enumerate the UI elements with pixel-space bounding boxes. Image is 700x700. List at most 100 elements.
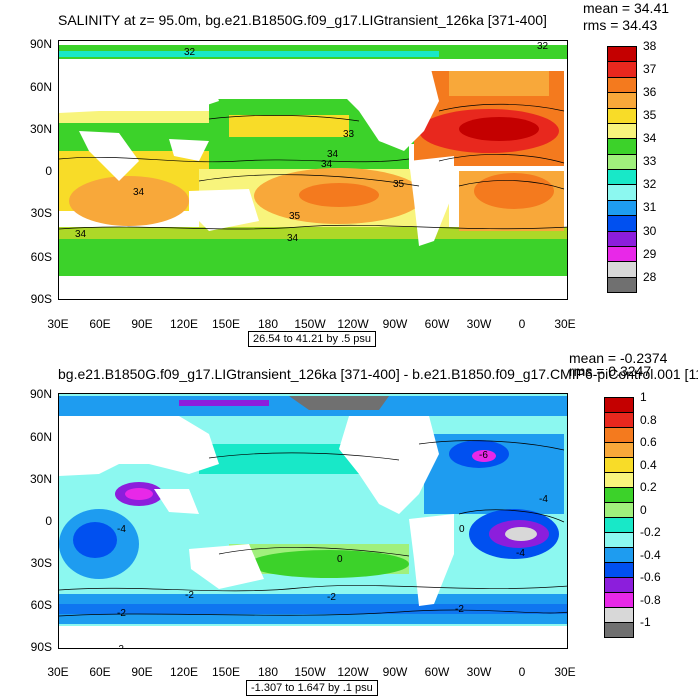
colorbar-label: 32 (643, 177, 657, 192)
lon-label: 150E (211, 665, 241, 679)
salinity-map: 32 32 33 34 34 35 34 34 35 34 (58, 40, 568, 300)
mean-value: mean = -0.2374 (569, 350, 668, 366)
colorbar-label: -0.4 (640, 547, 661, 562)
colorbar-swatch (607, 184, 637, 201)
lat-label: 30S (30, 206, 52, 220)
contour-label: -2 (455, 604, 464, 615)
lon-label: 90E (131, 665, 153, 679)
colorbar-swatch (607, 76, 637, 94)
salinity-field (59, 41, 567, 299)
colorbar-swatch (607, 245, 637, 263)
colorbar-swatch (604, 577, 634, 593)
colorbar-swatch (607, 61, 637, 78)
colorbar-label: 31 (643, 200, 657, 215)
colorbar-swatch (607, 230, 637, 247)
contour-label: 35 (289, 211, 301, 222)
lon-label: 0 (518, 665, 526, 679)
lat-label: 60S (30, 250, 52, 264)
contour-label: -4 (539, 494, 548, 505)
colorbar-swatch (604, 562, 634, 578)
lat-label: 60N (29, 80, 52, 94)
contour-label: 32 (184, 47, 196, 58)
colorbar-swatch (607, 122, 637, 140)
lon-label: 30E (554, 665, 576, 679)
lon-label: 0 (518, 317, 526, 331)
difference-map: -2 0 -2 -4 -2 -6 -4 0 -2 -2 -4 (58, 393, 568, 649)
contour-label: -2 (117, 608, 126, 619)
contour-label: 34 (75, 229, 87, 240)
contour-label: 35 (393, 179, 405, 190)
lat-label: 60S (30, 598, 52, 612)
colorbar-swatch (607, 46, 637, 63)
colorbar-swatch (604, 622, 634, 638)
panel-title: bg.e21.B1850G.f09_g17.LIGtransient_126ka… (58, 366, 698, 382)
colorbar-label: 30 (643, 223, 657, 238)
lat-label: 90S (30, 292, 52, 306)
lon-label: 60W (424, 665, 450, 679)
lat-label: 30S (30, 556, 52, 570)
contour-label: 32 (537, 41, 549, 52)
colorbar-label: 33 (643, 154, 657, 169)
lon-label: 30E (554, 317, 576, 331)
lon-label: 120W (337, 317, 369, 331)
contour-range: -1.307 to 1.647 by .1 psu (246, 680, 378, 696)
colorbar-swatch (604, 442, 634, 458)
colorbar-swatch (604, 487, 634, 503)
colorbar-swatch (607, 215, 637, 232)
lon-label: 60W (424, 317, 450, 331)
colorbar-swatch (604, 502, 634, 518)
lon-label: 150W (294, 665, 326, 679)
lon-label: 90W (382, 665, 408, 679)
colorbar-label: 0 (640, 502, 647, 517)
contour-label: 34 (133, 187, 145, 198)
colorbar-swatch (604, 412, 634, 428)
lon-label: 60E (89, 317, 111, 331)
lat-label: 60N (29, 430, 52, 444)
rms-value: rms = 0.3247 (569, 363, 652, 379)
colorbar-label: 37 (643, 62, 657, 77)
lon-label: 30E (47, 317, 69, 331)
contour-label: 0 (459, 524, 465, 535)
colorbar-label: -0.2 (640, 525, 661, 539)
colorbar-label: 0.4 (640, 457, 657, 472)
lon-label: 120W (337, 665, 369, 679)
colorbar: 1 0.8 0.6 0.4 0.2 0 -0.2 -0.4 -0.6 -0.8 -1 (604, 390, 698, 638)
difference-field (59, 394, 567, 648)
contour-label: -4 (117, 524, 126, 535)
colorbar-swatch (604, 397, 634, 413)
contour-label: 34 (327, 149, 339, 160)
difference-panel: mean = -0.2374 rms = 0.3247 bg.e21.B1850… (0, 350, 700, 700)
colorbar-swatch (607, 107, 637, 124)
colorbar-swatch (604, 517, 634, 533)
colorbar-swatch (604, 427, 634, 443)
contour-range: 26.54 to 41.21 by .5 psu (248, 331, 377, 347)
contour-label: -6 (479, 450, 488, 461)
contour-label: 34 (287, 233, 299, 244)
colorbar-swatch (604, 547, 634, 563)
lon-label: 30W (466, 665, 492, 679)
contour-label: 0 (337, 554, 343, 565)
contour-label: 34 (321, 159, 333, 170)
colorbar-swatch (604, 592, 634, 608)
lat-label: 0 (45, 164, 52, 178)
colorbar-label: -0.8 (640, 592, 661, 607)
colorbar-label: 34 (643, 131, 657, 146)
colorbar-label: 38 (643, 39, 657, 53)
rms-value: rms = 34.43 (583, 17, 658, 33)
lon-label: 90E (131, 317, 153, 331)
colorbar-label: -1 (640, 615, 651, 629)
colorbar-label: 28 (643, 269, 657, 284)
lon-label: 180 (257, 665, 279, 679)
colorbar-swatch (604, 472, 634, 488)
lon-label: 90W (382, 317, 408, 331)
lon-label: 150W (294, 317, 326, 331)
colorbar-swatch (604, 607, 634, 623)
lon-label: 180 (257, 317, 279, 331)
lon-label: 30W (466, 317, 492, 331)
contour-label: 33 (343, 129, 355, 140)
contour-label: -2 (327, 592, 336, 603)
contour-label: -4 (516, 548, 525, 559)
colorbar-swatch (607, 138, 637, 155)
lat-label: 0 (45, 514, 52, 528)
colorbar-label: 36 (643, 85, 657, 100)
